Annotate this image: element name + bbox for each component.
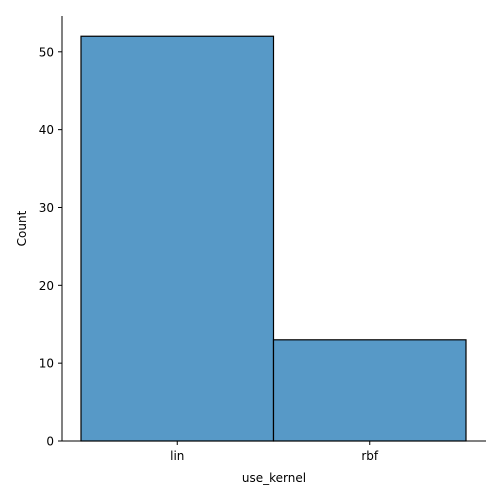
y-tick-label-30: 30 bbox=[39, 201, 54, 215]
x-axis: lin rbf bbox=[62, 440, 486, 463]
bar-lin bbox=[80, 35, 275, 442]
bars-group bbox=[80, 35, 467, 442]
y-tick-label-40: 40 bbox=[39, 123, 54, 137]
y-axis-label: Count bbox=[15, 210, 29, 246]
y-tick-label-50: 50 bbox=[39, 45, 54, 59]
x-axis-label: use_kernel bbox=[242, 471, 306, 485]
x-tick-label-rbf: rbf bbox=[361, 449, 379, 463]
y-tick-label-0: 0 bbox=[46, 435, 54, 449]
y-tick-label-20: 20 bbox=[39, 279, 54, 293]
x-tick-label-lin: lin bbox=[170, 449, 184, 463]
y-axis: 0 10 20 30 40 50 bbox=[39, 16, 63, 449]
bar-rbf bbox=[272, 339, 467, 442]
y-tick-label-10: 10 bbox=[39, 357, 54, 371]
